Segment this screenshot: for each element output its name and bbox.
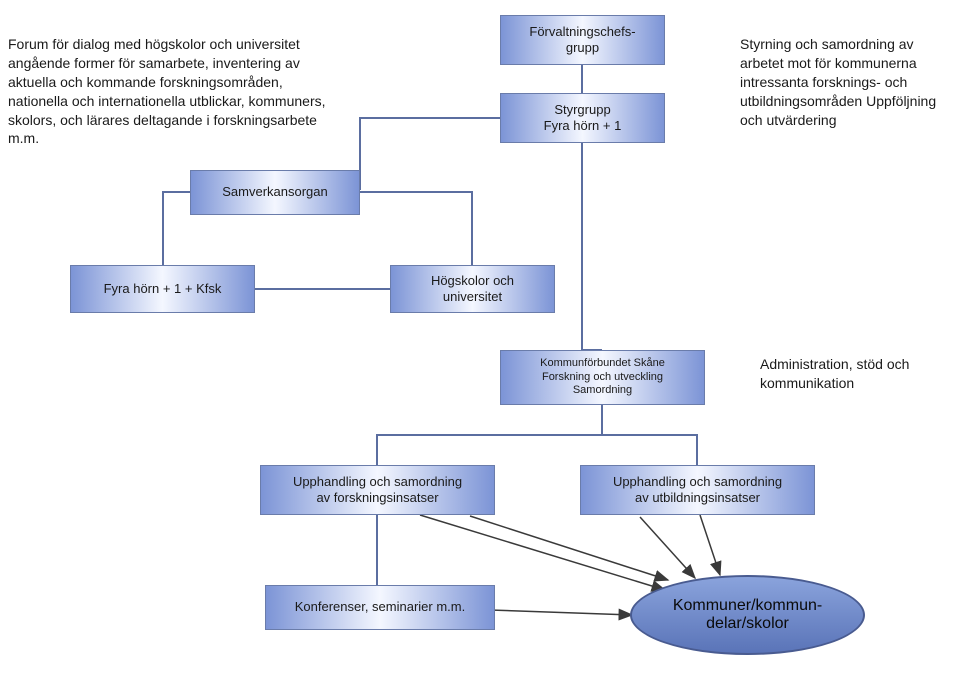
node-label: av forskningsinsatser	[316, 490, 438, 506]
node-label: universitet	[443, 289, 502, 305]
node-label: Forskning och utveckling	[542, 371, 663, 385]
node-label: Konferenser, seminarier m.m.	[295, 599, 466, 615]
node-hogskolor-universitet: Högskolor och universitet	[390, 265, 555, 313]
node-forvaltningschefsgrupp: Förvaltningschefs- grupp	[500, 15, 665, 65]
node-label: Fyra hörn + 1 + Kfsk	[104, 281, 222, 297]
node-fyra-horn-kfsk: Fyra hörn + 1 + Kfsk	[70, 265, 255, 313]
node-label: Samverkansorgan	[222, 184, 328, 200]
node-label: av utbildningsinsatser	[635, 490, 760, 506]
left-description: Forum för dialog med högskolor och unive…	[8, 35, 338, 170]
node-label: Kommuner/kommun-	[673, 597, 822, 614]
node-label: Kommunförbundet Skåne	[540, 357, 665, 371]
node-label: Högskolor och	[431, 273, 514, 289]
admin-description: Administration, stöd och kommunikation	[760, 355, 955, 400]
node-kommunforbundet-skane: Kommunförbundet Skåne Forskning och utve…	[500, 350, 705, 405]
node-label: Fyra hörn + 1	[544, 118, 622, 134]
node-kommuner-ellipse: Kommuner/kommun- delar/skolor	[630, 575, 865, 655]
node-konferenser: Konferenser, seminarier m.m.	[265, 585, 495, 630]
node-label: Upphandling och samordning	[293, 474, 462, 490]
node-upphandling-utbildning: Upphandling och samordning av utbildning…	[580, 465, 815, 515]
node-styrgrupp: Styrgrupp Fyra hörn + 1	[500, 93, 665, 143]
node-upphandling-forskning: Upphandling och samordning av forsknings…	[260, 465, 495, 515]
node-label: grupp	[566, 40, 599, 56]
node-label: Styrgrupp	[554, 102, 610, 118]
node-label: Samordning	[573, 384, 632, 398]
node-label: Upphandling och samordning	[613, 474, 782, 490]
node-label: delar/skolor	[706, 615, 789, 632]
node-samverkansorgan: Samverkansorgan	[190, 170, 360, 215]
right-description: Styrning och samordning av arbetet mot f…	[740, 35, 950, 185]
node-label: Förvaltningschefs-	[529, 24, 635, 40]
